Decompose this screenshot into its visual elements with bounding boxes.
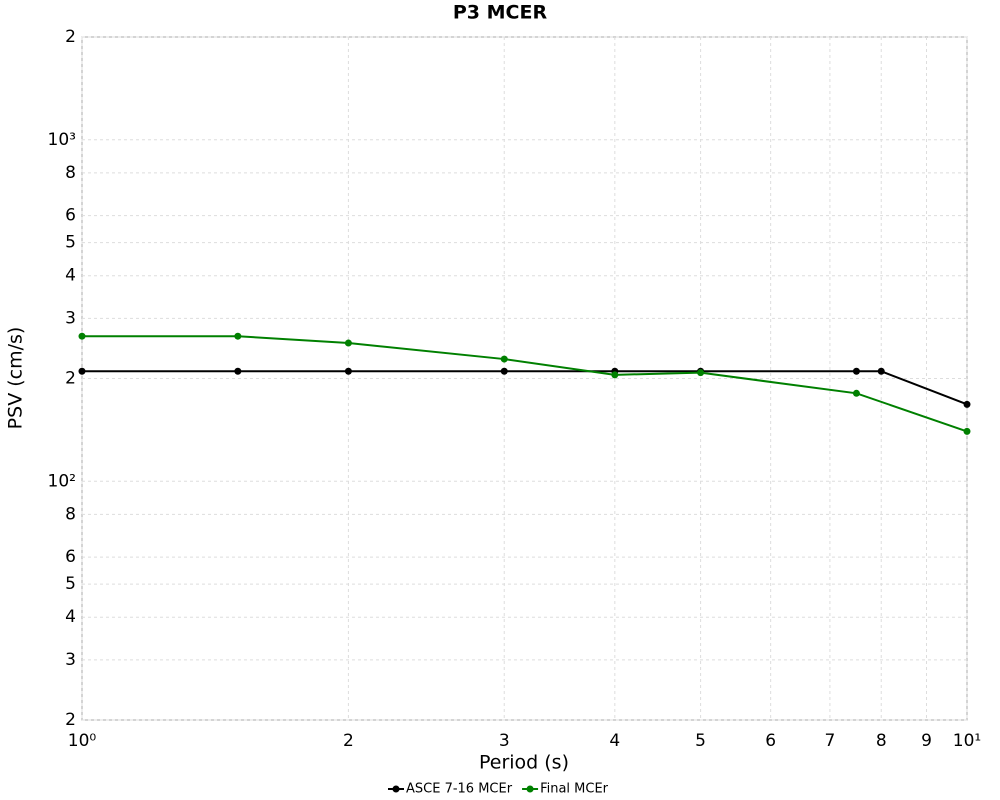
y-tick-label: 6 bbox=[65, 547, 76, 567]
data-point bbox=[852, 367, 860, 375]
y-axis-label: PSV (cm/s) bbox=[5, 327, 27, 430]
x-tick-label: 8 bbox=[876, 731, 887, 751]
data-point bbox=[234, 332, 242, 340]
data-point bbox=[78, 367, 86, 375]
data-point bbox=[963, 427, 971, 435]
y-tick-label: 6 bbox=[65, 206, 76, 226]
legend-label: Final MCEr bbox=[540, 782, 609, 797]
x-tick-label: 7 bbox=[824, 731, 835, 751]
data-point bbox=[78, 332, 86, 340]
x-tick-label: 4 bbox=[609, 731, 620, 751]
legend-label: ASCE 7-16 MCEr bbox=[406, 782, 513, 797]
y-tick-label: 5 bbox=[65, 574, 76, 594]
y-tick-label: 10³ bbox=[48, 130, 76, 150]
data-point bbox=[234, 367, 242, 375]
x-tick-label: 10⁰ bbox=[68, 731, 97, 751]
plot-area bbox=[81, 36, 968, 721]
y-tick-label: 2 bbox=[65, 369, 76, 389]
y-tick-label: 3 bbox=[65, 308, 76, 328]
y-tick-label: 5 bbox=[65, 233, 76, 253]
y-tick-label: 8 bbox=[65, 504, 76, 524]
x-tick-label: 6 bbox=[765, 731, 776, 751]
legend-marker bbox=[392, 785, 400, 793]
data-point bbox=[611, 371, 619, 379]
data-point bbox=[344, 367, 352, 375]
x-tick-label: 3 bbox=[499, 731, 510, 751]
data-point bbox=[697, 369, 705, 377]
y-tick-label: 4 bbox=[65, 607, 76, 627]
data-point bbox=[344, 339, 352, 347]
y-tick-label: 10² bbox=[48, 471, 76, 491]
legend-marker bbox=[526, 785, 534, 793]
data-point bbox=[500, 367, 508, 375]
x-tick-label: 2 bbox=[343, 731, 354, 751]
data-point bbox=[852, 389, 860, 397]
x-axis-label: Period (s) bbox=[479, 752, 569, 774]
y-tick-label: 8 bbox=[65, 163, 76, 183]
y-tick-label: 4 bbox=[65, 266, 76, 286]
y-tick-label: 2 bbox=[65, 27, 76, 47]
data-point bbox=[963, 400, 971, 408]
series-line bbox=[82, 335, 968, 433]
chart-title: P3 MCER bbox=[453, 2, 548, 24]
y-tick-label: 3 bbox=[65, 650, 76, 670]
data-point bbox=[500, 355, 508, 363]
data-point bbox=[877, 367, 885, 375]
x-tick-label: 5 bbox=[695, 731, 706, 751]
x-tick-label: 9 bbox=[921, 731, 932, 751]
y-tick-label: 2 bbox=[65, 710, 76, 730]
x-tick-label: 10¹ bbox=[953, 731, 981, 751]
